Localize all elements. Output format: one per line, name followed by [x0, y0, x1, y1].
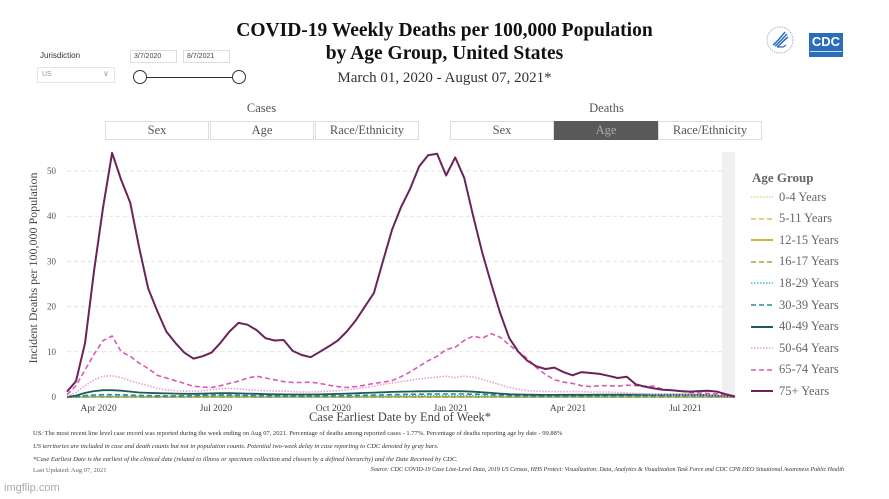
cases-tab-sex[interactable]: Sex: [105, 121, 209, 140]
imgflip-watermark: imgflip.com: [4, 482, 60, 494]
legend-item[interactable]: 50-64 Years: [751, 338, 839, 358]
chart-title-line2: by Age Group, United States: [325, 43, 564, 64]
x-tick-label: Apr 2021: [550, 404, 586, 414]
deaths-group-label: Deaths: [589, 101, 624, 115]
date-range-subtitle: March 01, 2020 - August 07, 2021*: [337, 70, 552, 86]
x-axis-label: Case Earliest Date by End of Week*: [309, 410, 491, 424]
legend-swatch-icon: [751, 304, 773, 306]
cases-tab-age[interactable]: Age: [210, 121, 314, 140]
x-tick-label: Apr 2020: [81, 404, 117, 414]
legend-label: 30-39 Years: [779, 297, 839, 312]
legend-label: 5-11 Years: [779, 211, 833, 226]
jurisdiction-label: Jurisdiction: [40, 51, 81, 60]
series-line-50-64-years[interactable]: [66, 375, 736, 398]
y-tick-label: 10: [47, 347, 57, 357]
chart-title-line1: COVID-19 Weekly Deaths per 100,000 Popul…: [236, 20, 653, 41]
jurisdiction-dropdown[interactable]: US ∨: [37, 67, 115, 83]
legend-title: Age Group: [752, 170, 814, 185]
legend-label: 40-49 Years: [779, 319, 839, 334]
legend-item[interactable]: 5-11 Years: [751, 209, 832, 229]
legend-item[interactable]: 65-74 Years: [751, 360, 839, 380]
legend-label: 65-74 Years: [779, 362, 839, 377]
legend-swatch-icon: [751, 325, 773, 328]
legend-swatch-icon: [751, 217, 773, 220]
source-note: Source: CDC COVID-19 Case Line-Level Dat…: [370, 467, 844, 473]
legend-label: 50-64 Years: [779, 340, 839, 355]
legend-swatch-icon: [751, 390, 773, 393]
y-tick-label: 50: [47, 166, 57, 176]
deaths-tab-race-ethnicity[interactable]: Race/Ethnicity: [658, 121, 762, 140]
legend-label: 0-4 Years: [779, 189, 827, 204]
cases-group-label: Cases: [246, 101, 277, 115]
footnote-line1: US: The most recent line level case reco…: [33, 430, 563, 437]
y-axis-label: Incident Deaths per 100,000 Population: [26, 173, 40, 364]
cases-tab-race-ethnicity[interactable]: Race/Ethnicity: [315, 121, 419, 140]
reporting-delay-gray-band: [722, 152, 735, 397]
date-slider-end-handle[interactable]: [232, 70, 246, 84]
legend-swatch-icon: [751, 282, 773, 285]
hhs-eagle-logo-icon: [766, 26, 794, 54]
y-tick-label: 30: [47, 256, 57, 266]
legend-swatch-icon: [751, 368, 773, 371]
series-lines: [66, 151, 736, 398]
start-date-input[interactable]: 3/7/2020: [130, 50, 177, 63]
legend-swatch-icon: [751, 239, 773, 242]
legend-label: 75+ Years: [779, 383, 830, 398]
legend-swatch-icon: [751, 347, 773, 349]
y-tick-label: 0: [52, 392, 57, 402]
series-line-75-years[interactable]: [66, 151, 736, 398]
chevron-down-icon: ∨: [103, 69, 109, 78]
legend-item[interactable]: 18-29 Years: [751, 273, 839, 293]
deaths-tab-sex[interactable]: Sex: [450, 121, 554, 140]
cdc-logo: CDC: [809, 33, 843, 57]
legend-item[interactable]: 0-4 Years: [751, 187, 826, 207]
legend-item[interactable]: 12-15 Years: [751, 230, 839, 250]
legend-label: 16-17 Years: [779, 254, 839, 269]
series-line-30-39-years[interactable]: [66, 393, 736, 398]
jurisdiction-value: US: [42, 71, 52, 78]
end-date-input[interactable]: 8/7/2021: [183, 50, 230, 63]
date-slider-track[interactable]: [145, 77, 237, 78]
footnote-line2: US territories are included in case and …: [33, 443, 439, 450]
legend-item[interactable]: 75+ Years: [751, 381, 829, 401]
x-axis-ticks: Apr 2020 Jul 2020 Oct 2020 Jan 2021 Apr 2021…: [81, 404, 702, 414]
date-slider-start-handle[interactable]: [133, 70, 147, 84]
x-tick-label: Jul 2021: [669, 404, 702, 414]
footnote-line3: *Case Earliest Date is the earliest of t…: [33, 456, 458, 463]
legend-label: 12-15 Years: [779, 232, 839, 247]
gridlines: [67, 170, 722, 353]
last-updated: Last Updated: Aug 07, 2021: [33, 467, 107, 474]
x-tick-label: Jan 2021: [434, 404, 468, 414]
deaths-line-chart: 0 10 20 30 40 50 Apr 2020 Jul 2020 Oct 2020 Jan …: [26, 151, 736, 424]
x-tick-label: Oct 2020: [316, 404, 351, 414]
series-line-65-74-years[interactable]: [66, 332, 736, 398]
series-line-18-29-years[interactable]: [66, 394, 736, 398]
legend-item[interactable]: 40-49 Years: [751, 317, 839, 337]
series-line-40-49-years[interactable]: [66, 389, 736, 398]
x-tick-label: Jul 2020: [200, 404, 233, 414]
y-axis-ticks: 0 10 20 30 40 50: [47, 166, 57, 402]
deaths-tab-age[interactable]: Age: [554, 121, 658, 140]
legend-label: 18-29 Years: [779, 275, 839, 290]
legend-swatch-icon: [751, 260, 773, 263]
legend-swatch-icon: [751, 196, 773, 198]
y-tick-label: 40: [47, 211, 57, 221]
y-tick-label: 20: [47, 302, 57, 312]
legend-item[interactable]: 30-39 Years: [751, 295, 839, 315]
legend-item[interactable]: 16-17 Years: [751, 252, 839, 272]
